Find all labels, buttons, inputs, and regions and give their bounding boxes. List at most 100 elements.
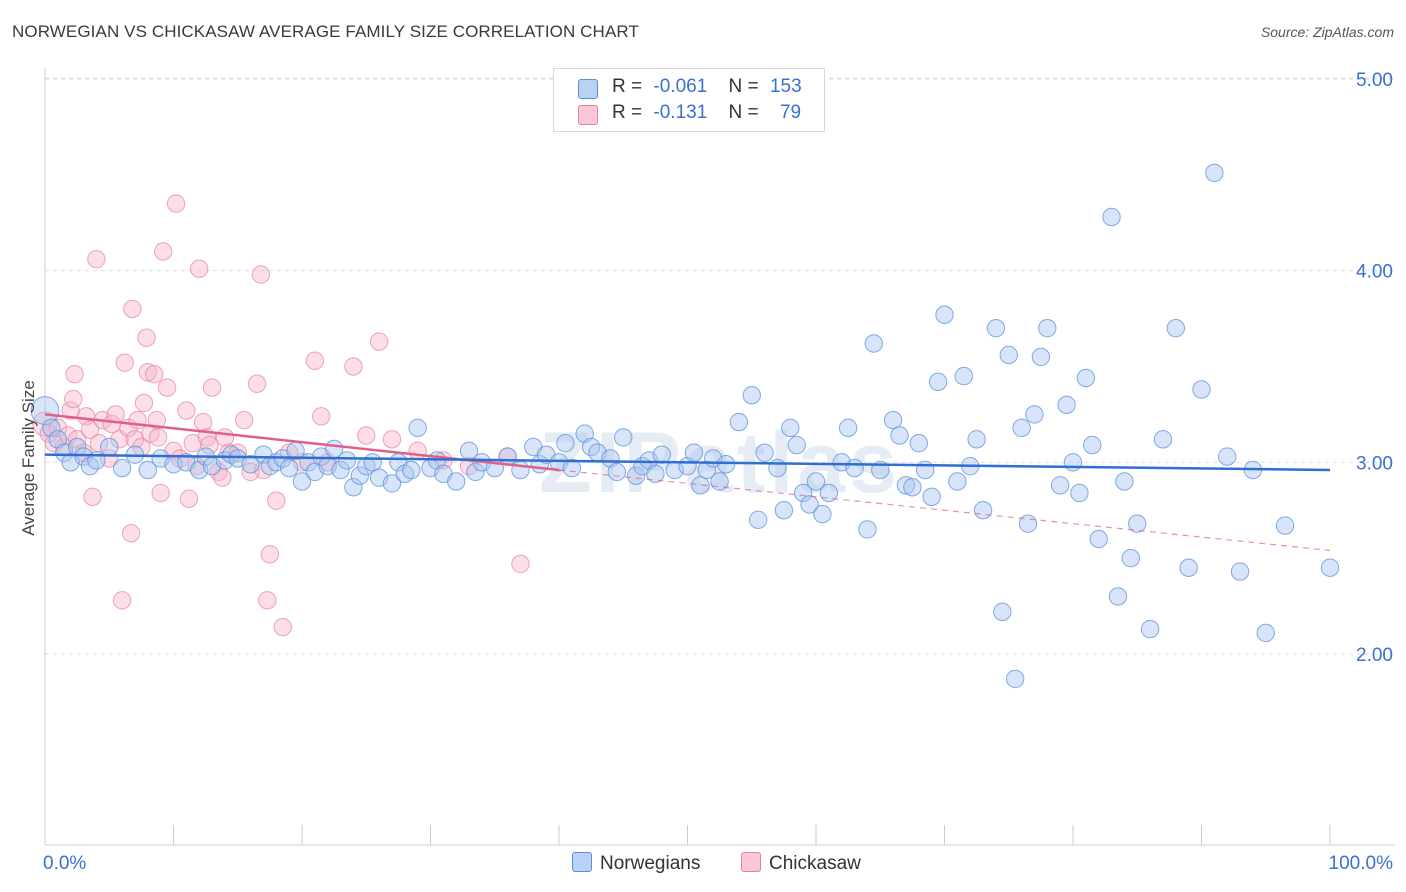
- chickasaw-point: [115, 353, 134, 372]
- chickasaw-point: [382, 430, 402, 449]
- norwegians-point: [1166, 318, 1185, 338]
- legend-swatch-norwegians: [578, 79, 598, 99]
- chickasaw-point: [408, 441, 427, 461]
- chickasaw-points: [32, 194, 530, 637]
- norwegians-point: [993, 602, 1012, 622]
- norwegians-point: [30, 396, 60, 425]
- norwegians-point: [742, 386, 761, 405]
- source-label: Source: ZipAtlas.com: [1260, 24, 1394, 40]
- bottom-legend-chickasaw: Chickasaw: [741, 852, 861, 875]
- norwegians-point: [896, 476, 916, 495]
- norwegians-point: [1012, 418, 1031, 438]
- norwegians-point: [768, 458, 787, 478]
- norwegians-point: [1018, 514, 1038, 533]
- chickasaw-point: [145, 364, 164, 384]
- chickasaw-point: [193, 412, 213, 432]
- legend-n-label: N =: [728, 102, 759, 123]
- norwegians-point: [363, 453, 382, 472]
- norwegians-point: [1320, 558, 1340, 577]
- norwegians-point: [800, 495, 819, 514]
- norwegians-point: [1005, 669, 1025, 689]
- chickasaw-point: [67, 430, 87, 449]
- norwegians-point: [1083, 435, 1102, 455]
- trend-layer: [44, 413, 1331, 552]
- chickasaw-point: [112, 591, 132, 610]
- chickasaw-point: [215, 428, 235, 447]
- norwegians-point: [42, 418, 61, 438]
- label-layer: 2.00 3.00 4.00 5.00 0.0% 100.0% Average Family…: [19, 70, 1393, 874]
- norwegians-point: [755, 443, 774, 462]
- x-tick-label-max: 100.0%: [1329, 853, 1394, 874]
- norwegians-point: [511, 460, 530, 480]
- norwegians-point: [138, 460, 157, 480]
- chickasaw-point: [65, 364, 84, 384]
- norwegians-point: [402, 460, 421, 480]
- chickasaw-point: [123, 299, 142, 319]
- bottom-legend-label-norwegians: Norwegians: [600, 853, 701, 874]
- norwegians-point: [1038, 318, 1057, 338]
- norwegians-point: [729, 412, 749, 432]
- norwegians-point: [858, 520, 877, 539]
- chickasaw-point: [190, 259, 209, 278]
- chickasaw-point: [87, 249, 106, 269]
- chickasaw-point: [344, 357, 363, 376]
- norwegians-point: [883, 410, 903, 430]
- chickasaw-point: [64, 389, 83, 409]
- norwegians-point: [909, 433, 928, 453]
- norwegians-point: [1115, 472, 1134, 491]
- norwegians-point: [1076, 368, 1096, 388]
- norwegians-point: [716, 455, 736, 474]
- y-tick-label: 2.00: [1356, 645, 1393, 666]
- bottom-legend-label-chickasaw: Chickasaw: [769, 853, 861, 874]
- norwegians-point: [1102, 207, 1121, 227]
- norwegians-point: [813, 504, 832, 524]
- y-tick-label: 5.00: [1356, 70, 1393, 91]
- norwegians-point: [279, 458, 299, 478]
- norwegians-point: [112, 458, 132, 478]
- norwegians-point: [344, 478, 363, 497]
- norwegians-point: [1108, 587, 1128, 606]
- norwegians-trend-line: [44, 453, 1331, 472]
- norwegians-point: [337, 451, 357, 470]
- norwegians-point: [466, 462, 485, 482]
- chickasaw-point: [312, 407, 331, 426]
- norwegians-point: [350, 466, 370, 485]
- norwegians-point: [1121, 548, 1141, 568]
- chickasaw-point: [234, 410, 254, 430]
- legend-n-label: N =: [728, 76, 759, 97]
- chickasaw-point: [273, 617, 292, 637]
- chickasaw-point: [177, 401, 196, 420]
- norwegians-point: [691, 476, 710, 495]
- norwegians-point: [748, 510, 768, 530]
- norwegians-point: [1140, 619, 1160, 639]
- legend-r-value-norwegians: -0.061: [653, 76, 708, 97]
- norwegians-point: [1205, 163, 1224, 183]
- y-tick-label: 4.00: [1356, 262, 1393, 283]
- legend-r-value-chickasaw: -0.131: [653, 102, 708, 123]
- bottom-legend-swatch-chickasaw: [741, 852, 761, 872]
- norwegians-point: [1230, 562, 1250, 581]
- chickasaw-point: [138, 363, 157, 382]
- chickasaw-point: [121, 524, 141, 543]
- x-tick-label-min: 0.0%: [43, 853, 86, 874]
- norwegians-point: [793, 483, 813, 503]
- chickasaw-point: [511, 554, 530, 574]
- chickasaw-point: [251, 265, 271, 284]
- chickasaw-point: [134, 393, 154, 413]
- norwegians-point: [331, 460, 350, 480]
- chickasaw-point: [154, 242, 173, 261]
- norwegians-point: [954, 366, 973, 386]
- norwegians-point: [1025, 405, 1044, 424]
- y-tick-label: 3.00: [1356, 453, 1393, 474]
- norwegians-point: [646, 464, 665, 484]
- norwegians-point: [652, 445, 671, 464]
- norwegians-point: [556, 433, 575, 453]
- norwegians-point: [999, 345, 1018, 365]
- norwegians-point: [1153, 430, 1173, 449]
- norwegians-point: [382, 474, 402, 493]
- norwegians-point: [1089, 529, 1108, 549]
- norwegians-point: [838, 418, 858, 438]
- chickasaw-point: [148, 428, 168, 447]
- chickasaw-point: [166, 194, 186, 213]
